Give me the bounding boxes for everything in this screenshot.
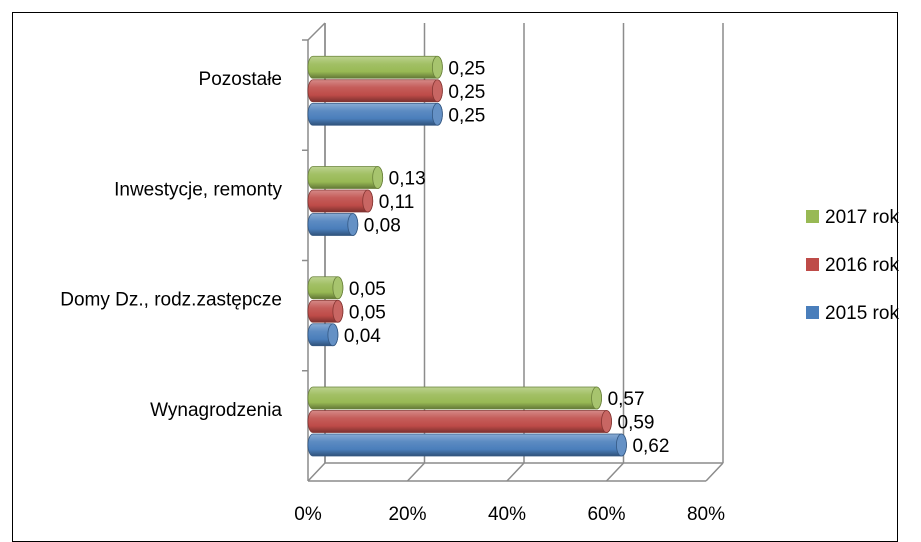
bar-cap xyxy=(431,55,443,79)
legend-swatch xyxy=(806,210,819,223)
data-label: 0,57 xyxy=(608,389,645,410)
legend-label: 2015 rok xyxy=(825,303,899,324)
floor-gridline xyxy=(705,462,724,482)
bar-2017-rok xyxy=(307,166,384,189)
data-label: 0,13 xyxy=(389,169,426,190)
bar-2015-rok xyxy=(307,102,443,126)
x-tick-label: 80% xyxy=(687,504,725,524)
legend-swatch xyxy=(806,258,819,271)
data-label: 0,59 xyxy=(618,413,655,434)
bar-cap xyxy=(362,189,374,213)
legend-label: 2017 rok xyxy=(825,207,899,228)
bar-cap xyxy=(601,410,612,433)
bar-cap xyxy=(616,433,627,457)
category-label: Inwestycje, remonty xyxy=(114,179,282,200)
floor-gridline xyxy=(605,462,625,482)
floor-gridline xyxy=(506,462,525,482)
data-label: 0,04 xyxy=(344,326,381,347)
data-label: 0,05 xyxy=(349,279,386,300)
data-label: 0,08 xyxy=(364,216,401,237)
bar-2015-rok xyxy=(307,433,627,457)
data-label: 0,25 xyxy=(448,58,485,79)
bar-cap xyxy=(591,386,602,410)
data-label: 0,05 xyxy=(349,302,386,323)
bar-2017-rok xyxy=(307,386,602,410)
data-label: 0,62 xyxy=(632,436,669,457)
legend-label: 2016 rok xyxy=(825,255,899,276)
bar-chart: 0% 20% 40% 60% 80% Wynagrodzenia 0,620,59 0,57 D… xyxy=(60,22,899,524)
bar-2016-rok xyxy=(307,410,612,433)
bar-cap xyxy=(332,299,344,323)
floor-gridline xyxy=(307,462,326,482)
bar-cap xyxy=(431,102,443,126)
category-label: Wynagrodzenia xyxy=(150,400,282,421)
bar-cap xyxy=(347,213,359,236)
x-tick-label: 40% xyxy=(488,504,526,524)
floor-gridline xyxy=(406,462,426,482)
bar-2017-rok xyxy=(307,55,443,79)
x-tick-label: 0% xyxy=(294,504,322,524)
x-tick-label: 20% xyxy=(388,504,426,524)
category-label: Pozostałe xyxy=(199,69,282,90)
bar-cap xyxy=(332,276,344,300)
bar-2016-rok xyxy=(307,79,443,103)
wall-top-edge xyxy=(307,22,326,41)
data-label: 0,11 xyxy=(379,192,415,213)
bar-cap xyxy=(372,166,384,189)
legend-swatch xyxy=(806,306,819,319)
bar-cap xyxy=(327,323,339,347)
bar-cap xyxy=(431,79,443,103)
x-tick-label: 60% xyxy=(587,504,625,524)
data-label: 0,25 xyxy=(448,82,485,103)
data-label: 0,25 xyxy=(448,105,485,126)
category-label: Domy Dz., rodz.zastępcze xyxy=(60,290,282,311)
